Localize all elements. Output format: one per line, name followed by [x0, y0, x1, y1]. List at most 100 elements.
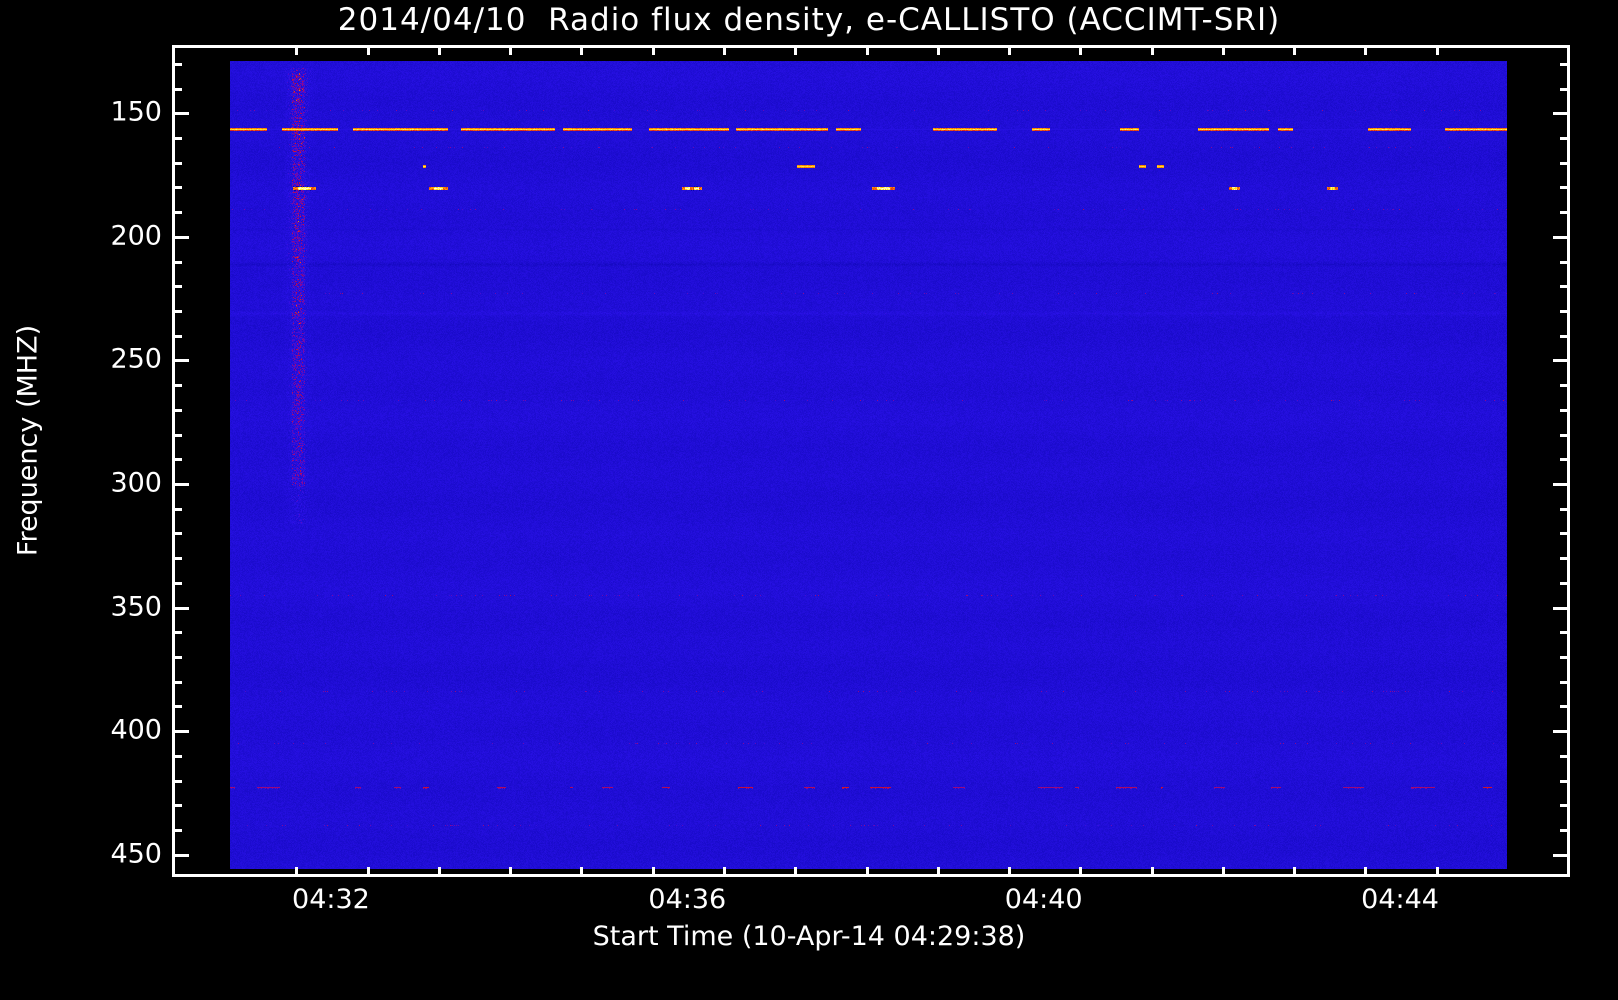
y-axis-tick: [172, 409, 182, 412]
x-axis-tick: [367, 867, 370, 877]
y-axis-tick: [1560, 285, 1570, 288]
y-axis-tick-label: 150: [110, 96, 162, 128]
y-axis-tick: [172, 508, 182, 511]
x-axis-tick: [937, 867, 940, 877]
x-axis-tick: [652, 45, 655, 55]
y-axis-tick: [172, 310, 182, 313]
y-axis-tick: [172, 829, 182, 832]
x-axis-tick: [580, 867, 583, 877]
y-axis-tick: [172, 236, 189, 239]
y-axis-tick: [172, 730, 189, 733]
y-axis-tick: [1560, 137, 1570, 140]
x-axis-tick: [937, 45, 940, 55]
x-axis-tick: [1436, 45, 1439, 55]
y-axis-tick: [1560, 186, 1570, 189]
x-axis-tick: [1222, 45, 1225, 55]
y-axis-tick-label: 250: [110, 343, 162, 375]
y-axis-tick: [172, 335, 182, 338]
spectrogram-canvas: [230, 61, 1507, 869]
y-axis-tick: [172, 261, 182, 264]
x-axis-tick: [1364, 45, 1367, 55]
x-axis-tick-label: 04:40: [1004, 884, 1083, 915]
y-axis-tick: [172, 656, 182, 659]
x-axis-tick: [1079, 45, 1082, 55]
y-axis-tick: [172, 63, 182, 66]
y-axis-tick: [1560, 780, 1570, 783]
y-axis-tick: [172, 607, 189, 610]
x-axis-tick: [723, 867, 726, 877]
y-axis-tick: [172, 804, 182, 807]
y-axis-tick: [1560, 804, 1570, 807]
y-axis-tick: [172, 384, 182, 387]
plot-frame: [172, 45, 1570, 877]
y-axis-tick: [1560, 162, 1570, 165]
y-axis-tick-label: 300: [110, 467, 162, 499]
y-axis-tick-label: 350: [110, 591, 162, 623]
y-axis-tick: [1560, 829, 1570, 832]
y-axis-tick: [1560, 63, 1570, 66]
y-axis-tick: [172, 681, 182, 684]
y-axis-tick: [1553, 112, 1570, 115]
x-axis-tick: [367, 45, 370, 55]
y-axis-tick: [172, 705, 182, 708]
x-axis-tick: [438, 45, 441, 55]
y-axis-tick: [172, 631, 182, 634]
x-axis-tick: [794, 45, 797, 55]
y-axis-tick: [172, 162, 182, 165]
y-axis-tick: [1553, 483, 1570, 486]
y-axis-tick: [1560, 261, 1570, 264]
x-axis-tick: [1293, 45, 1296, 55]
y-axis-tick-label: 400: [110, 714, 162, 746]
y-axis-tick: [172, 458, 182, 461]
y-axis-tick: [1560, 458, 1570, 461]
y-axis-tick: [172, 780, 182, 783]
y-axis-tick: [172, 137, 182, 140]
y-axis-tick: [1560, 409, 1570, 412]
y-axis-tick: [172, 582, 182, 585]
y-axis-tick: [172, 854, 189, 857]
x-axis-tick: [1008, 867, 1011, 877]
x-axis-tick: [1293, 867, 1296, 877]
y-axis-tick: [1560, 631, 1570, 634]
y-axis-tick: [172, 483, 189, 486]
x-axis-title: Start Time (10-Apr-14 04:29:38): [592, 921, 1026, 952]
y-axis-tick: [172, 557, 182, 560]
x-axis-tick: [866, 867, 869, 877]
y-axis-tick: [1553, 359, 1570, 362]
y-axis-tick: [172, 88, 182, 91]
y-axis-tick-label: 450: [110, 838, 162, 870]
x-axis-tick: [652, 867, 655, 877]
y-axis-tick: [1553, 236, 1570, 239]
y-axis-tick: [172, 211, 182, 214]
y-axis-tick: [1560, 310, 1570, 313]
y-axis-tick: [1560, 557, 1570, 560]
y-axis-tick: [1560, 582, 1570, 585]
x-axis-tick: [1436, 867, 1439, 877]
y-axis-tick: [172, 532, 182, 535]
y-axis-tick: [1560, 434, 1570, 437]
x-axis-tick: [438, 867, 441, 877]
y-axis-tick: [172, 434, 182, 437]
y-axis-tick: [1560, 384, 1570, 387]
x-axis-tick-label: 04:44: [1361, 884, 1439, 915]
x-axis-tick: [580, 45, 583, 55]
y-axis-tick: [172, 755, 182, 758]
x-axis-tick: [794, 867, 797, 877]
x-axis-tick: [1079, 867, 1082, 877]
y-axis-tick: [1560, 755, 1570, 758]
x-axis-tick: [866, 45, 869, 55]
y-axis-tick: [1560, 532, 1570, 535]
y-axis-tick: [1553, 730, 1570, 733]
y-axis-tick: [1560, 508, 1570, 511]
x-axis-tick: [295, 867, 298, 877]
x-axis-tick: [295, 45, 298, 55]
x-axis-tick: [509, 45, 512, 55]
y-axis-tick: [1560, 335, 1570, 338]
y-axis-tick: [1560, 88, 1570, 91]
x-axis-tick-label: 04:32: [292, 884, 370, 915]
y-axis-tick: [1560, 656, 1570, 659]
y-axis-title: Frequency (MHZ): [12, 324, 44, 557]
y-axis-tick: [1560, 705, 1570, 708]
x-axis-tick: [1151, 45, 1154, 55]
